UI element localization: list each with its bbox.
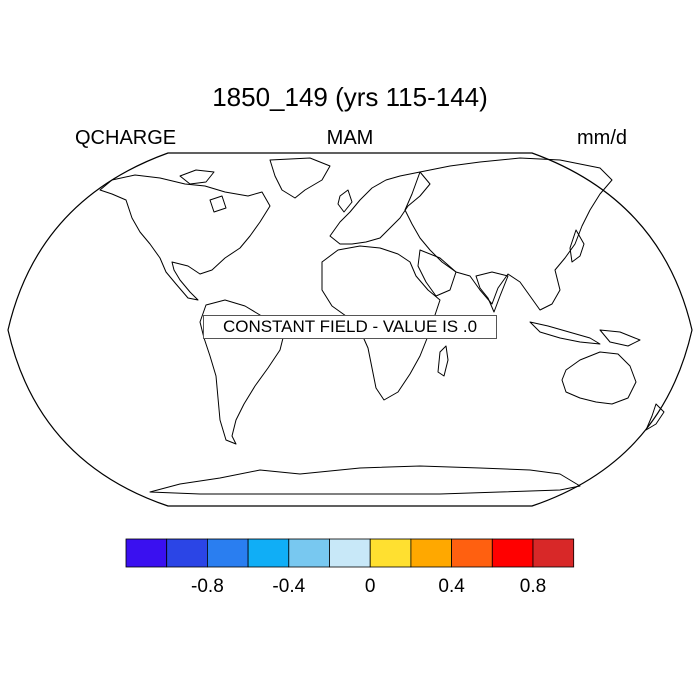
- season-label: MAM: [326, 127, 374, 149]
- colorbar-box: [166, 538, 208, 568]
- colorbar-box: [329, 538, 371, 568]
- coastline-arctic-islands: [179, 169, 227, 213]
- coastline-britain: [337, 189, 353, 213]
- coastline-greenland: [269, 157, 331, 199]
- colorbar-box: [125, 538, 168, 568]
- map-outline: [7, 152, 693, 507]
- colorbar-box: [410, 538, 452, 568]
- coastline-new-guinea: [599, 329, 641, 347]
- coastline-arabia: [417, 249, 457, 297]
- constant-field-notice: CONSTANT FIELD - VALUE IS .0: [203, 315, 497, 339]
- colorbar-box: [247, 538, 290, 568]
- colorbar-box: [206, 538, 249, 568]
- coastline-japan: [569, 229, 585, 263]
- coastline-antarctica: [149, 465, 581, 495]
- colorbar-tick-label: -0.8: [191, 576, 224, 597]
- coastline-madagascar: [437, 345, 449, 377]
- colorbar-box: [451, 538, 493, 568]
- plot-title: 1850_149 (yrs 115-144): [212, 82, 488, 112]
- coastline-australia: [561, 351, 637, 405]
- colorbar-box: [532, 538, 575, 568]
- coastline-north-america: [99, 174, 271, 301]
- colorbar-box: [369, 538, 412, 568]
- colorbar-tick-label: 0.8: [520, 576, 546, 597]
- variable-label: QCHARGE: [75, 127, 177, 149]
- colorbar-box: [491, 538, 534, 568]
- coastline-europe: [329, 171, 431, 245]
- coastline-india: [475, 271, 509, 313]
- colorbar-tick-label: 0: [365, 576, 376, 597]
- colorbar-box: [288, 538, 330, 568]
- coastline-indonesia: [529, 321, 601, 345]
- colorbar-tick-label: 0.4: [438, 576, 465, 597]
- colorbar-tick-label: -0.4: [272, 576, 305, 597]
- units-label: mm/d: [577, 127, 627, 149]
- coastline-asia: [404, 157, 613, 311]
- coastline-new-zealand: [645, 403, 665, 431]
